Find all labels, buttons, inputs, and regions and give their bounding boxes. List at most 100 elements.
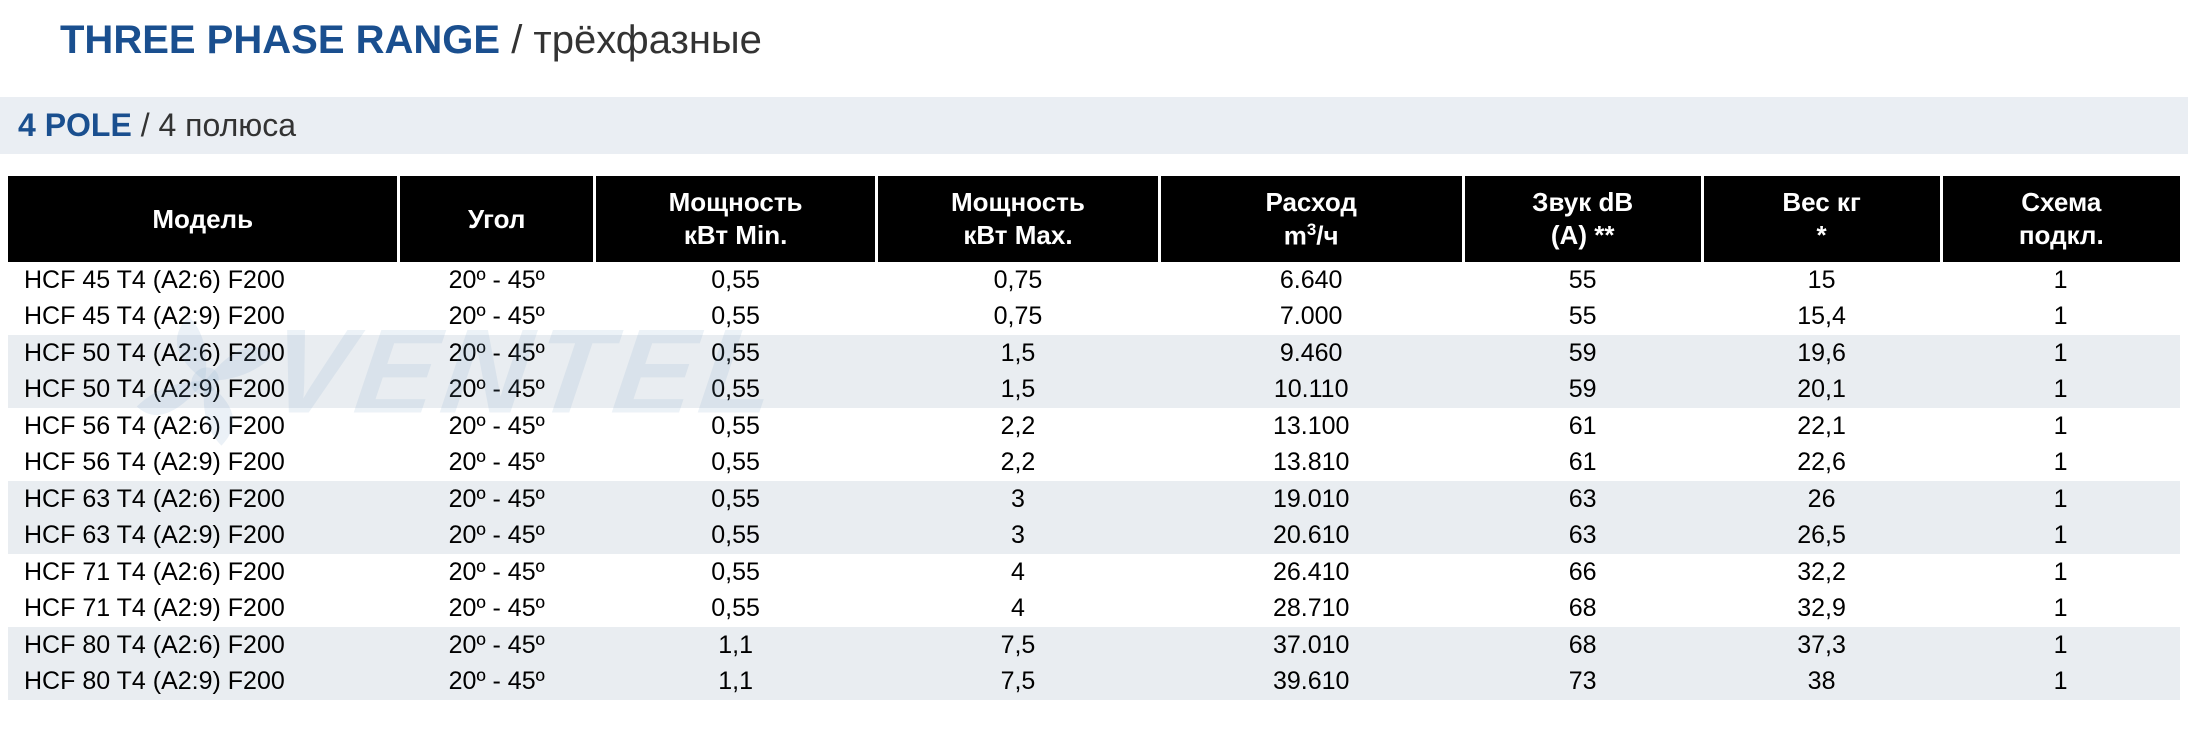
cell-sound: 59	[1463, 371, 1702, 408]
table-row: HCF 80 T4 (A2:6) F20020º - 45º1,17,537.0…	[8, 627, 2180, 664]
cell-angle: 20º - 45º	[399, 262, 594, 299]
pole-en: 4 POLE	[18, 107, 132, 143]
cell-angle: 20º - 45º	[399, 335, 594, 372]
page-title: THREE PHASE RANGE / трёхфазные	[0, 0, 2188, 63]
cell-model: HCF 56 T4 (A2:9) F200	[8, 444, 399, 481]
cell-weight: 20,1	[1702, 371, 1941, 408]
cell-flow: 13.100	[1159, 408, 1463, 445]
cell-pwr_min: 0,55	[594, 517, 876, 554]
cell-sound: 63	[1463, 481, 1702, 518]
col-sound: Звук dB(A) **	[1463, 176, 1702, 262]
cell-pwr_max: 1,5	[877, 335, 1159, 372]
cell-pwr_max: 7,5	[877, 627, 1159, 664]
cell-flow: 10.110	[1159, 371, 1463, 408]
cell-sound: 61	[1463, 408, 1702, 445]
cell-angle: 20º - 45º	[399, 444, 594, 481]
cell-sound: 68	[1463, 627, 1702, 664]
col-pwr_max: МощностькВт Max.	[877, 176, 1159, 262]
cell-model: HCF 71 T4 (A2:9) F200	[8, 590, 399, 627]
cell-flow: 6.640	[1159, 262, 1463, 299]
cell-scheme: 1	[1941, 481, 2180, 518]
cell-model: HCF 63 T4 (A2:6) F200	[8, 481, 399, 518]
table-row: HCF 63 T4 (A2:9) F20020º - 45º0,55320.61…	[8, 517, 2180, 554]
cell-scheme: 1	[1941, 627, 2180, 664]
cell-scheme: 1	[1941, 298, 2180, 335]
cell-flow: 13.810	[1159, 444, 1463, 481]
cell-angle: 20º - 45º	[399, 517, 594, 554]
spec-tbody: HCF 45 T4 (A2:6) F20020º - 45º0,550,756.…	[8, 262, 2180, 700]
col-flow: Расходm3/ч	[1159, 176, 1463, 262]
pole-separator: /	[141, 107, 159, 143]
cell-flow: 7.000	[1159, 298, 1463, 335]
spec-header-row: МодельУголМощностькВт Min.МощностькВт Ma…	[8, 176, 2180, 262]
cell-model: HCF 50 T4 (A2:6) F200	[8, 335, 399, 372]
cell-angle: 20º - 45º	[399, 663, 594, 700]
cell-sound: 59	[1463, 335, 1702, 372]
cell-pwr_min: 0,55	[594, 444, 876, 481]
cell-pwr_min: 0,55	[594, 371, 876, 408]
cell-pwr_max: 2,2	[877, 444, 1159, 481]
cell-pwr_max: 4	[877, 554, 1159, 591]
cell-scheme: 1	[1941, 590, 2180, 627]
cell-sound: 55	[1463, 262, 1702, 299]
cell-pwr_min: 1,1	[594, 663, 876, 700]
cell-model: HCF 63 T4 (A2:9) F200	[8, 517, 399, 554]
cell-pwr_min: 0,55	[594, 554, 876, 591]
cell-model: HCF 56 T4 (A2:6) F200	[8, 408, 399, 445]
cell-weight: 26,5	[1702, 517, 1941, 554]
table-row: HCF 71 T4 (A2:6) F20020º - 45º0,55426.41…	[8, 554, 2180, 591]
cell-pwr_max: 7,5	[877, 663, 1159, 700]
cell-flow: 28.710	[1159, 590, 1463, 627]
cell-model: HCF 45 T4 (A2:6) F200	[8, 262, 399, 299]
cell-scheme: 1	[1941, 408, 2180, 445]
cell-angle: 20º - 45º	[399, 627, 594, 664]
cell-model: HCF 45 T4 (A2:9) F200	[8, 298, 399, 335]
cell-flow: 39.610	[1159, 663, 1463, 700]
cell-pwr_min: 0,55	[594, 408, 876, 445]
cell-weight: 26	[1702, 481, 1941, 518]
cell-pwr_min: 0,55	[594, 590, 876, 627]
table-row: HCF 63 T4 (A2:6) F20020º - 45º0,55319.01…	[8, 481, 2180, 518]
cell-scheme: 1	[1941, 262, 2180, 299]
spec-table: МодельУголМощностькВт Min.МощностькВт Ma…	[8, 176, 2180, 700]
cell-scheme: 1	[1941, 663, 2180, 700]
title-separator: /	[511, 18, 533, 62]
cell-scheme: 1	[1941, 517, 2180, 554]
cell-pwr_min: 0,55	[594, 481, 876, 518]
cell-scheme: 1	[1941, 444, 2180, 481]
col-angle: Угол	[399, 176, 594, 262]
cell-flow: 19.010	[1159, 481, 1463, 518]
cell-weight: 22,1	[1702, 408, 1941, 445]
cell-model: HCF 50 T4 (A2:9) F200	[8, 371, 399, 408]
cell-angle: 20º - 45º	[399, 481, 594, 518]
cell-weight: 32,9	[1702, 590, 1941, 627]
cell-sound: 63	[1463, 517, 1702, 554]
table-row: HCF 50 T4 (A2:9) F20020º - 45º0,551,510.…	[8, 371, 2180, 408]
cell-sound: 73	[1463, 663, 1702, 700]
pole-ru: 4 полюса	[158, 107, 296, 143]
cell-model: HCF 80 T4 (A2:9) F200	[8, 663, 399, 700]
cell-pwr_min: 0,55	[594, 335, 876, 372]
cell-weight: 32,2	[1702, 554, 1941, 591]
cell-weight: 15,4	[1702, 298, 1941, 335]
cell-flow: 20.610	[1159, 517, 1463, 554]
cell-angle: 20º - 45º	[399, 371, 594, 408]
cell-flow: 37.010	[1159, 627, 1463, 664]
cell-scheme: 1	[1941, 371, 2180, 408]
cell-weight: 19,6	[1702, 335, 1941, 372]
cell-pwr_max: 4	[877, 590, 1159, 627]
cell-pwr_min: 1,1	[594, 627, 876, 664]
cell-weight: 22,6	[1702, 444, 1941, 481]
col-pwr_min: МощностькВт Min.	[594, 176, 876, 262]
cell-pwr_max: 0,75	[877, 262, 1159, 299]
cell-pwr_max: 3	[877, 517, 1159, 554]
table-row: HCF 56 T4 (A2:9) F20020º - 45º0,552,213.…	[8, 444, 2180, 481]
cell-scheme: 1	[1941, 554, 2180, 591]
cell-flow: 9.460	[1159, 335, 1463, 372]
table-row: HCF 50 T4 (A2:6) F20020º - 45º0,551,59.4…	[8, 335, 2180, 372]
cell-pwr_min: 0,55	[594, 298, 876, 335]
table-row: HCF 45 T4 (A2:9) F20020º - 45º0,550,757.…	[8, 298, 2180, 335]
pole-subtitle: 4 POLE / 4 полюса	[0, 97, 2188, 154]
col-weight: Вес кг*	[1702, 176, 1941, 262]
cell-pwr_max: 3	[877, 481, 1159, 518]
